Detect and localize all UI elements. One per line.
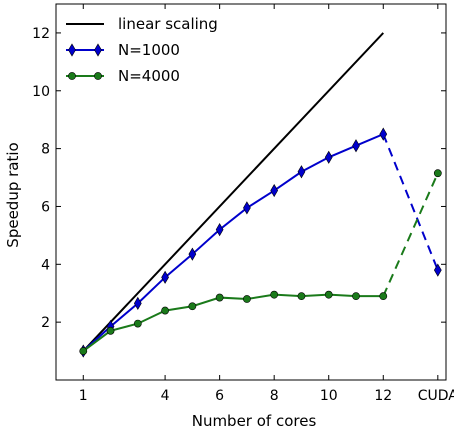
series-line: [82, 133, 384, 352]
x-tick-label: 4: [161, 388, 170, 404]
series-cuda-dashed-line: [382, 133, 439, 271]
cuda-data-point: [433, 169, 442, 178]
y-tick-label: 8: [41, 142, 50, 158]
data-point: [243, 295, 251, 303]
data-point: [79, 347, 88, 355]
y-axis-title: Speedup ratio: [4, 142, 22, 247]
x-axis-title: Number of cores: [192, 412, 317, 430]
legend-marker: [94, 72, 102, 80]
data-point: [215, 223, 224, 237]
series-line: [82, 32, 385, 352]
x-tick-label: 10: [320, 388, 338, 404]
data-point: [161, 306, 169, 315]
series-linear-scaling: [82, 32, 385, 352]
data-point: [133, 296, 142, 310]
legend-label: N=4000: [118, 67, 180, 85]
y-tick-label: 10: [32, 84, 50, 100]
y-tick-label: 6: [41, 199, 50, 215]
data-point: [324, 150, 333, 164]
cuda-data-point: [433, 263, 442, 277]
legend: linear scaling N=1000 N=4000: [66, 15, 218, 85]
data-point: [297, 165, 306, 179]
data-point: [188, 247, 197, 261]
data-point: [161, 270, 169, 284]
data-point: [324, 290, 333, 299]
data-point: [352, 139, 360, 153]
y-tick-label: 12: [32, 26, 50, 42]
data-point: [188, 302, 197, 311]
data-point: [270, 183, 279, 198]
data-point: [215, 293, 224, 302]
x-tick-label: 8: [270, 388, 279, 404]
data-point: [270, 290, 279, 299]
plot-frame: [55, 3, 447, 381]
data-point: [297, 292, 306, 301]
x-tick-label: 12: [374, 388, 392, 404]
data-point: [133, 319, 142, 328]
data-point: [352, 292, 360, 301]
x-tick-label: CUDA: [418, 388, 454, 404]
y-tick-label: 2: [41, 315, 50, 331]
x-tick-label: 6: [215, 388, 224, 404]
legend-marker: [94, 43, 102, 57]
series-layer: [79, 32, 442, 358]
x-tick-label: 1: [79, 388, 88, 404]
series-cuda-dashed-line: [382, 172, 439, 297]
data-point: [379, 292, 388, 301]
series-n4000: [79, 169, 442, 355]
legend-marker: [68, 72, 76, 80]
series-line: [82, 293, 384, 352]
legend-marker: [68, 43, 76, 57]
data-point: [379, 127, 388, 141]
legend-label: N=1000: [118, 41, 180, 59]
data-point: [243, 201, 251, 215]
data-point: [106, 326, 115, 335]
legend-label: linear scaling: [118, 15, 218, 33]
y-tick-label: 4: [41, 257, 50, 273]
axis-ticks: 1 4 6 8 10 12 CUDA 2 4 6 8 10 12: [32, 4, 454, 404]
